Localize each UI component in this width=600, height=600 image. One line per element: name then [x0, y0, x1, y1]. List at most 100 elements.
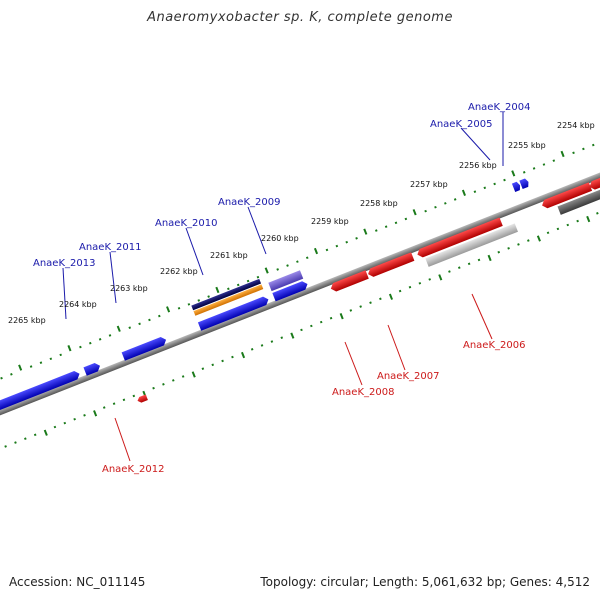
label-AnaeK_2011: AnaeK_2011 [79, 242, 141, 253]
minor-tick [79, 345, 82, 349]
gene-left-edge[interactable] [0, 370, 81, 414]
minor-tick [503, 178, 506, 182]
minor-tick [552, 159, 556, 162]
major-tick [412, 209, 417, 216]
minor-tick [319, 320, 323, 324]
minor-tick [59, 353, 62, 357]
reverse-leaders [114, 293, 493, 462]
minor-tick [374, 229, 378, 232]
major-tick [339, 313, 344, 320]
label-AnaeK_2012: AnaeK_2012 [102, 464, 164, 475]
minor-tick [53, 425, 57, 429]
minor-tick [418, 281, 422, 285]
minor-tick [493, 182, 496, 186]
minor-tick [546, 231, 550, 235]
minor-tick [355, 237, 358, 240]
upper-tick-row [0, 143, 595, 380]
minor-tick [453, 198, 457, 201]
minor-tick [572, 151, 575, 155]
minor-tick [201, 367, 205, 371]
minor-tick [296, 260, 299, 263]
minor-tick [33, 433, 37, 437]
label-AnaeK_2004: AnaeK_2004 [468, 102, 530, 113]
minor-tick [591, 143, 595, 147]
minor-tick [250, 348, 254, 351]
minor-tick [221, 359, 224, 363]
minor-tick [98, 338, 102, 341]
gene-AnaeK_2010-orange[interactable] [193, 284, 264, 316]
scale-label-2254: 2254 kbp [557, 121, 595, 130]
major-tick [116, 325, 121, 332]
gene-right-red-edge[interactable] [588, 171, 600, 191]
scale-label-2256: 2256 kbp [459, 161, 497, 170]
gene-AnaeK_2009[interactable] [268, 270, 304, 292]
gene-AnaeK_2010[interactable] [197, 295, 270, 331]
map-title: Anaeromyxobacter sp. K, complete genome [147, 10, 453, 25]
gene-AnaeK_2006-pseudo[interactable] [425, 223, 518, 267]
scale-label-2262: 2262 kbp [160, 267, 198, 276]
minor-tick [325, 248, 329, 252]
minor-tick [335, 244, 339, 248]
gene-AnaeK_2012[interactable] [136, 394, 148, 403]
major-tick [43, 429, 48, 436]
major-tick [93, 410, 98, 417]
minor-tick [152, 386, 155, 390]
minor-tick [310, 324, 313, 328]
minor-tick [10, 373, 13, 376]
minor-tick [132, 394, 136, 398]
label-AnaeK_2006: AnaeK_2006 [463, 340, 525, 351]
minor-tick [542, 163, 546, 166]
minor-tick [276, 268, 279, 271]
lower-tick-row [4, 212, 599, 448]
gene-AnaeK_2006[interactable] [416, 217, 503, 258]
minor-tick [236, 283, 240, 287]
minor-tick [394, 221, 398, 225]
gene-right-red[interactable] [540, 182, 593, 209]
label-AnaeK_2009: AnaeK_2009 [218, 197, 280, 208]
gene-AnaeK_2010-navy[interactable] [191, 278, 262, 311]
gene-right-dark[interactable] [557, 181, 600, 215]
minor-tick [345, 240, 348, 244]
accession-text: Accession: NC_011145 [9, 575, 146, 589]
minor-tick [211, 363, 215, 367]
minor-tick [483, 186, 487, 190]
gene-AnaeK_2004[interactable] [519, 178, 530, 190]
minor-tick [73, 417, 76, 421]
minor-tick [467, 262, 471, 266]
minor-tick [576, 219, 579, 223]
minor-tick [527, 239, 530, 242]
minor-tick [88, 341, 92, 345]
minor-tick [517, 243, 520, 246]
minor-tick [102, 406, 106, 409]
minor-tick [108, 334, 112, 337]
label-AnaeK_2010: AnaeK_2010 [155, 218, 217, 229]
minor-tick [162, 382, 165, 386]
scale-label-2265: 2265 kbp [8, 316, 46, 325]
minor-tick [49, 357, 53, 361]
minor-tick [582, 147, 585, 151]
major-tick [313, 247, 319, 255]
gene-AnaeK_2013[interactable] [83, 362, 101, 376]
minor-tick [596, 212, 599, 215]
minor-tick [256, 275, 260, 279]
minor-tick [128, 326, 132, 329]
minor-tick [171, 379, 175, 382]
minor-tick [227, 287, 230, 291]
minor-tick [424, 209, 427, 213]
gene-AnaeK_2005[interactable] [511, 181, 522, 192]
gene-AnaeK_2008[interactable] [329, 270, 369, 293]
major-tick [461, 189, 466, 196]
gene-AnaeK_2009-cds[interactable] [272, 280, 309, 302]
gene-AnaeK_2007[interactable] [366, 252, 415, 278]
minor-tick [329, 316, 333, 320]
scale-label-2258: 2258 kbp [360, 199, 398, 208]
minor-tick [384, 225, 388, 228]
major-tick [264, 267, 269, 274]
minor-tick [260, 344, 264, 347]
gene-AnaeK_2011[interactable] [121, 336, 168, 361]
major-tick [67, 345, 72, 352]
minor-tick [197, 299, 201, 302]
minor-tick [522, 170, 526, 174]
scale-label-2264: 2264 kbp [59, 300, 97, 309]
